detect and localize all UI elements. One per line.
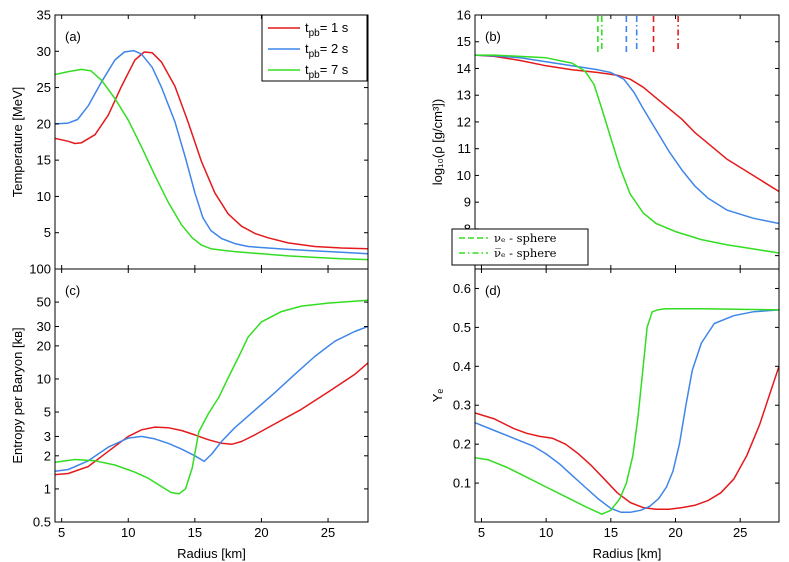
panel-tag: (a): [65, 29, 81, 44]
legend-sphere-label: νₑ - sphere: [494, 231, 557, 245]
x-tick-label: 20: [668, 525, 682, 540]
legend-spheres-box: [451, 228, 589, 266]
y-tick-label: 0.5: [453, 320, 471, 335]
panel-tag: (d): [485, 283, 501, 298]
y-tick-label: 12: [457, 114, 471, 129]
panel-d: 5 10 15 20 25 0.1 0.2 0.3 0.4 0.5 0.6 (d) Radius [km…: [430, 268, 780, 561]
series-line-a-3: [55, 68, 368, 261]
panel-tag: (c): [65, 283, 80, 298]
y-tick-label: 0.5: [33, 515, 51, 530]
y-tick-label: 30: [37, 319, 51, 334]
y-tick-label: 5: [44, 225, 51, 240]
y-tick-label: 10: [457, 168, 471, 183]
legend-label-suffix: = 2 s: [320, 41, 349, 56]
legend-label-suffix: = 7 s: [320, 62, 349, 77]
series-line-b-3: [475, 54, 779, 254]
y-tick-label: 1: [44, 481, 51, 496]
legend-label-sub: pb: [309, 49, 321, 60]
y-tick-label: 100: [29, 262, 51, 277]
x-tick-label: 15: [604, 525, 618, 540]
y-tick-label: 10: [37, 189, 51, 204]
series-line-a-2: [55, 49, 368, 255]
y-tick-label: 15: [37, 153, 51, 168]
x-tick-label: 5: [58, 525, 65, 540]
y-tick-label: 0.1: [453, 476, 471, 491]
y-tick-label: 0.2: [453, 437, 471, 452]
y-axis-label: Entropy per Baryon [kʙ]: [10, 327, 25, 463]
y-tick-label: 0.3: [453, 398, 471, 413]
y-tick-label: 20: [37, 338, 51, 353]
x-tick-label: 10: [121, 525, 135, 540]
y-tick-label: 50: [37, 295, 51, 310]
y-axis-label: Temperature [MeV]: [10, 87, 25, 198]
y-tick-label: 3: [44, 429, 51, 444]
y-axis-label: log₁₀(ρ [g/cm³]): [430, 99, 445, 186]
x-tick-label: 10: [539, 525, 553, 540]
legend-label-prefix: t: [305, 41, 309, 56]
series-line-b-2: [475, 54, 779, 225]
panel-a: 5 10 15 20 25 30 35 (a) Temperature [MeV]: [10, 8, 369, 270]
panel-b: 78910111213141516(b)log₁₀(ρ [g/cm³]): [430, 8, 780, 270]
series-line-a-1: [55, 51, 368, 250]
legend-label: tpb= 2 s: [305, 41, 349, 60]
y-tick-label: 9: [464, 195, 471, 210]
series-line-d-2: [475, 309, 779, 514]
y-tick-label: 30: [37, 44, 51, 59]
y-tick-label: 35: [37, 8, 51, 23]
y-tick-label: 2: [44, 448, 51, 463]
y-tick-label: 16: [457, 8, 471, 23]
series-line-c-1: [55, 362, 368, 476]
series-line-c-3: [55, 299, 368, 495]
x-tick-label: 25: [733, 525, 747, 540]
panel-c: 5 10 15 20 25 0.5 1 2 3 5 10 20 30 50 100 (c) Radius [km…: [10, 262, 369, 561]
legend-label-sub: pb: [309, 28, 321, 39]
y-tick-label: 14: [457, 61, 471, 76]
x-tick-label: 20: [254, 525, 268, 540]
y-tick-label: 10: [37, 371, 51, 386]
legend-label-prefix: t: [305, 62, 309, 77]
plot-frame-c: [54, 268, 369, 523]
legend-label: tpb= 1 s: [305, 20, 349, 39]
legend-sphere-label: ν̅ₑ - sphere: [494, 246, 557, 260]
y-tick-label: 11: [458, 141, 472, 156]
x-tick-label: 5: [478, 525, 485, 540]
legend-label: tpb= 7 s: [305, 62, 349, 81]
legend-label-sub: pb: [309, 70, 321, 81]
legend-label-suffix: = 1 s: [320, 20, 349, 35]
x-tick-label: 25: [321, 525, 335, 540]
y-tick-label: 25: [37, 80, 51, 95]
y-tick-label: 0.6: [453, 281, 471, 296]
series-line-b-1: [475, 54, 779, 193]
series-line-c-2: [55, 325, 368, 472]
y-axis-label: Yₑ: [430, 389, 445, 403]
y-tick-label: 15: [457, 34, 471, 49]
y-tick-label: 13: [457, 88, 471, 103]
series-line-d-1: [475, 365, 779, 510]
x-axis-label: Radius [km]: [177, 546, 246, 561]
panel-tag: (b): [485, 29, 501, 44]
x-tick-label: 15: [188, 525, 202, 540]
plot-frame-d: [474, 268, 780, 523]
y-tick-label: 0.4: [453, 359, 471, 374]
y-tick-label: 5: [44, 405, 51, 420]
y-tick-label: 20: [37, 116, 51, 131]
legend-label-prefix: t: [305, 20, 309, 35]
x-axis-label: Radius [km]: [593, 546, 662, 561]
series-line-d-3: [475, 307, 779, 515]
